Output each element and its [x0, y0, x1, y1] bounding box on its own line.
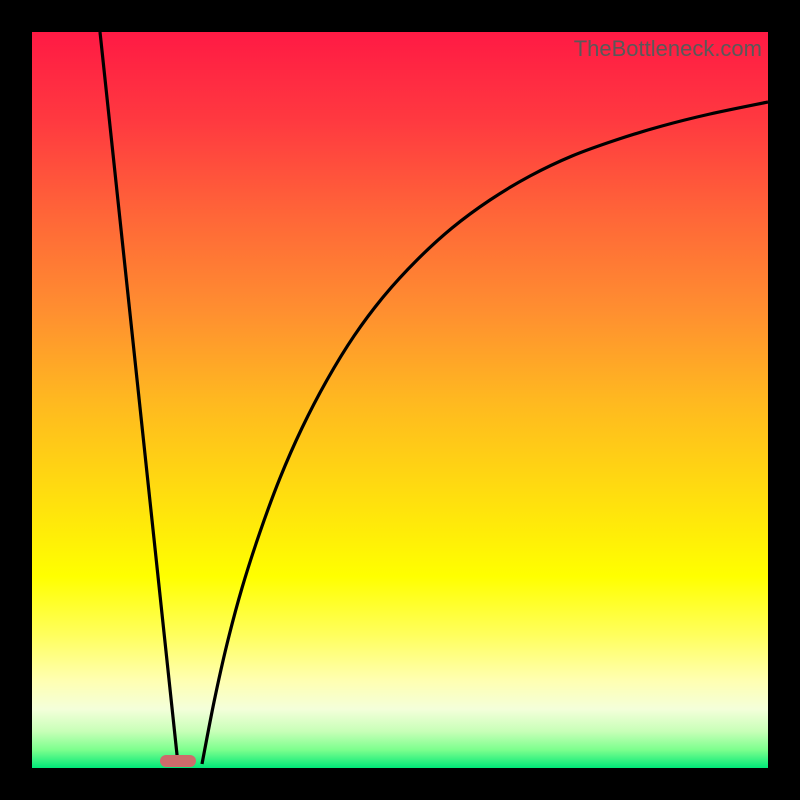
plot-area: TheBottleneck.com [32, 32, 768, 768]
right-ascending-curve [202, 102, 768, 764]
bottleneck-curves [32, 32, 768, 768]
optimal-marker [160, 755, 196, 767]
left-descending-line [100, 32, 178, 764]
watermark-text: TheBottleneck.com [574, 36, 762, 62]
chart-container: TheBottleneck.com [0, 0, 800, 800]
